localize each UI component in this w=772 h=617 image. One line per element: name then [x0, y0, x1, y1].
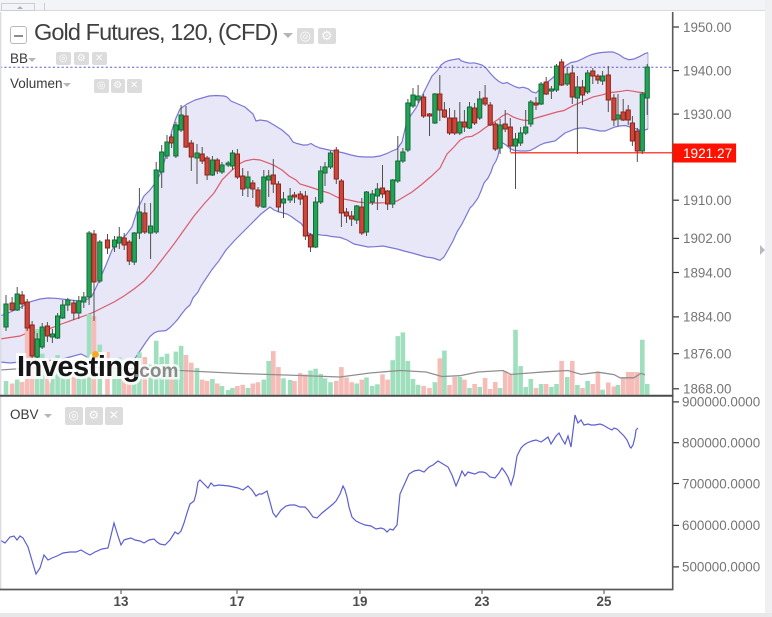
svg-text:700000.0000: 700000.0000	[682, 476, 760, 491]
svg-text:23: 23	[475, 594, 490, 609]
svg-text:1910.00: 1910.00	[683, 193, 731, 208]
svg-text:900000.0000: 900000.0000	[682, 395, 760, 410]
svg-text:1876.00: 1876.00	[683, 347, 731, 362]
svg-text:13: 13	[114, 594, 129, 609]
svg-text:1930.00: 1930.00	[683, 107, 731, 122]
svg-text:.com: .com	[134, 361, 178, 382]
svg-text:1950.00: 1950.00	[683, 20, 731, 35]
svg-text:1894.00: 1894.00	[683, 265, 731, 280]
svg-text:1940.00: 1940.00	[683, 63, 731, 78]
svg-text:600000.0000: 600000.0000	[682, 518, 760, 533]
svg-text:19: 19	[353, 594, 368, 609]
svg-text:25: 25	[597, 594, 612, 609]
svg-text:17: 17	[230, 594, 245, 609]
svg-text:1868.00: 1868.00	[683, 382, 731, 397]
svg-text:500000.0000: 500000.0000	[682, 560, 760, 575]
svg-text:1902.00: 1902.00	[683, 231, 731, 246]
svg-text:.com: .com	[134, 361, 178, 382]
svg-text:800000.0000: 800000.0000	[682, 436, 760, 451]
svg-text:1884.00: 1884.00	[683, 310, 731, 325]
svg-text:1921.27: 1921.27	[683, 146, 732, 161]
